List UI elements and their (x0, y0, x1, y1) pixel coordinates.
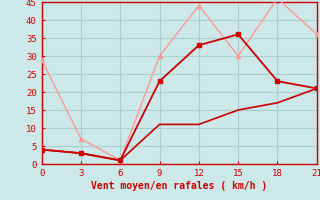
X-axis label: Vent moyen/en rafales ( km/h ): Vent moyen/en rafales ( km/h ) (91, 181, 267, 191)
